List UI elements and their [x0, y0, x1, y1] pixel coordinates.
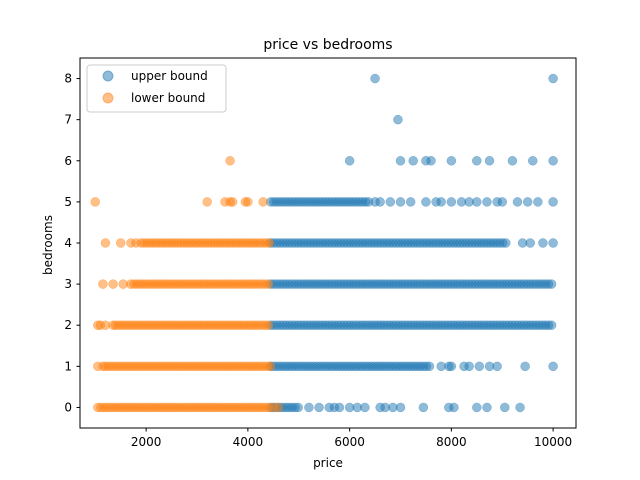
- data-point: [375, 197, 385, 207]
- x-tick-label: 10000: [534, 435, 572, 449]
- data-point: [520, 361, 530, 372]
- data-point: [263, 320, 273, 330]
- data-point: [395, 197, 406, 207]
- data-point: [273, 402, 284, 413]
- data-point: [500, 402, 510, 413]
- data-point: [264, 238, 274, 248]
- y-tick-label: 5: [64, 195, 72, 209]
- data-point: [393, 114, 403, 125]
- data-point: [426, 156, 436, 166]
- data-point: [528, 156, 538, 166]
- data-point: [484, 156, 495, 166]
- data-point: [546, 279, 557, 289]
- data-point: [108, 320, 118, 330]
- y-tick-label: 7: [64, 113, 72, 127]
- data-point: [405, 197, 416, 207]
- data-point: [548, 197, 558, 207]
- data-point: [258, 197, 268, 207]
- data-point: [314, 402, 324, 413]
- data-point: [446, 361, 457, 372]
- y-tick-label: 6: [64, 154, 72, 168]
- x-tick-label: 6000: [334, 435, 365, 449]
- data-point: [512, 197, 523, 207]
- axes: 2000 4000 6000 8000 10000 0 1 2 3 4 5 6 7 8: [64, 57, 577, 449]
- legend: upper bound lower bound: [86, 64, 227, 113]
- y-tick-label: 4: [64, 236, 72, 250]
- data-point: [131, 238, 141, 248]
- legend-label: upper bound: [131, 69, 208, 83]
- data-point: [548, 73, 558, 84]
- data-point: [334, 402, 345, 413]
- data-point: [548, 156, 558, 166]
- data-point: [265, 361, 276, 372]
- data-point: [100, 238, 111, 248]
- data-point: [115, 238, 126, 248]
- data-point: [418, 402, 429, 413]
- data-point: [522, 197, 533, 207]
- y-axis-label: bedrooms: [41, 215, 55, 275]
- series-upper-bound: [266, 73, 558, 413]
- data-point: [408, 156, 418, 166]
- data-point: [482, 402, 492, 413]
- data-point: [464, 361, 474, 372]
- series-lower-bound: [90, 156, 284, 413]
- data-point: [263, 279, 273, 289]
- data-point: [227, 197, 238, 207]
- data-point: [472, 197, 482, 207]
- data-point: [533, 197, 543, 207]
- legend-marker: [102, 92, 114, 104]
- data-point: [472, 156, 482, 166]
- data-point: [360, 402, 370, 413]
- chart-title: price vs bedrooms: [263, 37, 392, 53]
- data-point: [548, 238, 558, 248]
- x-tick-label: 4000: [233, 435, 264, 449]
- legend-label: lower bound: [131, 91, 205, 105]
- data-point: [446, 197, 457, 207]
- y-tick-label: 2: [64, 318, 72, 332]
- y-tick-label: 3: [64, 277, 72, 291]
- data-point: [424, 361, 435, 372]
- data-point: [492, 361, 502, 372]
- x-tick-label: 8000: [436, 435, 467, 449]
- data-point: [436, 197, 446, 207]
- data-point: [446, 156, 457, 166]
- data-point: [482, 197, 492, 207]
- data-point: [98, 279, 108, 289]
- y-tick-label: 8: [64, 72, 72, 86]
- data-point: [474, 361, 485, 372]
- data-point: [108, 279, 118, 289]
- data-point: [370, 73, 380, 84]
- data-point: [98, 361, 108, 372]
- data-point: [497, 197, 507, 207]
- data-point: [501, 238, 511, 248]
- data-point: [525, 238, 535, 248]
- data-point: [421, 197, 431, 207]
- x-tick-label: 2000: [131, 435, 162, 449]
- data-point: [304, 402, 314, 413]
- y-tick-label: 1: [64, 359, 72, 373]
- y-tick-label: 0: [64, 400, 72, 414]
- legend-box: [86, 64, 227, 113]
- x-axis-label: price: [313, 456, 343, 470]
- data-point: [538, 238, 548, 248]
- data-point: [546, 320, 557, 330]
- data-point: [202, 197, 212, 207]
- data-point: [344, 156, 355, 166]
- data-point: [515, 402, 525, 413]
- data-point: [548, 361, 558, 372]
- data-point: [225, 156, 235, 166]
- data-point: [507, 156, 518, 166]
- plot-area: [90, 73, 558, 413]
- data-point: [243, 197, 253, 207]
- data-point: [118, 279, 128, 289]
- data-point: [90, 197, 101, 207]
- data-point: [293, 402, 303, 413]
- legend-marker: [102, 70, 114, 82]
- data-point: [395, 156, 406, 166]
- data-point: [385, 197, 396, 207]
- data-point: [395, 402, 406, 413]
- data-point: [472, 402, 482, 413]
- data-point: [449, 402, 459, 413]
